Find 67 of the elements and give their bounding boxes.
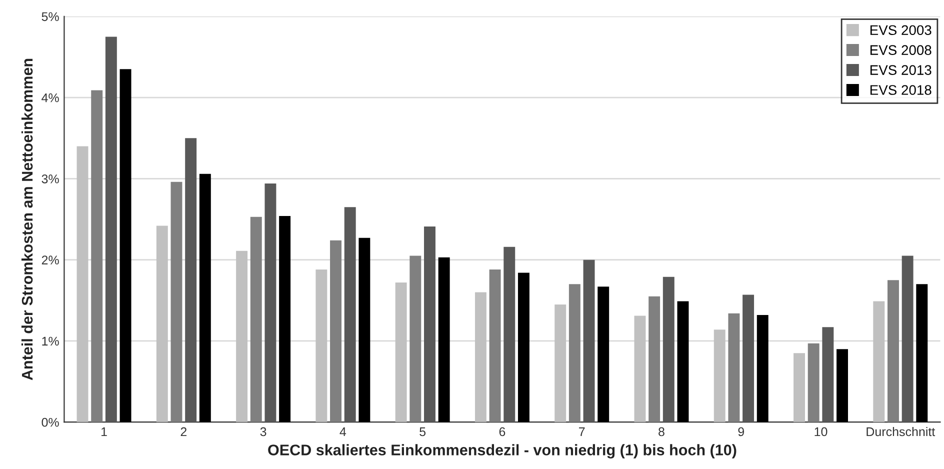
bar: [648, 296, 660, 422]
y-tick-label: 2%: [42, 256, 59, 264]
bar: [504, 246, 516, 422]
bar: [836, 349, 848, 422]
x-tick-label: 6: [499, 427, 506, 436]
bar: [330, 240, 342, 422]
bar: [714, 330, 726, 422]
bar: [822, 327, 834, 422]
bar: [873, 301, 885, 422]
bar: [199, 174, 211, 422]
bar: [344, 207, 356, 422]
legend-label: EVS 2013: [870, 65, 932, 75]
legend-label: EVS 2003: [870, 25, 932, 36]
bar: [316, 270, 328, 422]
y-tick-label: 3%: [42, 174, 59, 184]
x-tick-label: 7: [579, 427, 585, 436]
y-axis-title: Anteil der Stromkosten am Nettoeinkommen: [21, 58, 33, 380]
legend-label: EVS 2008: [870, 45, 932, 55]
x-tick-label: 9: [738, 427, 744, 436]
bar: [888, 280, 899, 422]
bar: [358, 238, 370, 422]
bar: [76, 146, 88, 422]
bar: [474, 292, 486, 422]
bar: [662, 276, 674, 422]
y-tick-label: 1%: [42, 336, 59, 346]
x-tick-label: 3: [260, 427, 266, 436]
bar: [395, 282, 407, 422]
bar: [583, 260, 595, 422]
bar: [438, 257, 450, 422]
bar: [424, 226, 436, 422]
bar: [279, 216, 291, 422]
bar: [634, 316, 646, 422]
bar: [120, 69, 132, 422]
bar: [677, 301, 689, 422]
bar: [156, 226, 168, 422]
x-axis-title: OECD skaliertes Einkommensdezil - von niedrig (1) bis hoch (10): [268, 444, 736, 458]
bar: [916, 284, 928, 422]
bar: [902, 256, 914, 422]
y-tick-label: 5%: [42, 12, 59, 22]
bar: [756, 315, 768, 422]
bar: [489, 270, 501, 422]
x-tick-label: 8: [658, 427, 664, 436]
x-tick-label: 4: [340, 427, 346, 436]
legend-label: EVS 2018: [870, 85, 932, 95]
bar: [410, 256, 422, 422]
bar: [264, 184, 276, 422]
bar: [250, 216, 262, 422]
x-tick-label: Durchschnitt: [866, 426, 936, 436]
y-tick-label: 0%: [42, 418, 59, 427]
bar: [568, 284, 580, 422]
bar: [170, 182, 182, 422]
bar: [794, 353, 805, 422]
y-tick-label: 4%: [42, 93, 59, 102]
bar: [554, 304, 566, 422]
x-tick-label: 2: [180, 427, 186, 436]
bar: [236, 250, 248, 422]
bar: [105, 36, 117, 422]
bar: [598, 286, 610, 422]
bar: [728, 313, 740, 422]
bar: [808, 343, 820, 422]
x-tick-label: 5: [420, 427, 426, 436]
x-tick-label: 10: [814, 427, 828, 436]
bar: [518, 272, 530, 422]
bar: [91, 90, 103, 422]
x-tick-label: 1: [101, 427, 107, 436]
bar: [742, 294, 754, 422]
bar: [185, 138, 197, 422]
